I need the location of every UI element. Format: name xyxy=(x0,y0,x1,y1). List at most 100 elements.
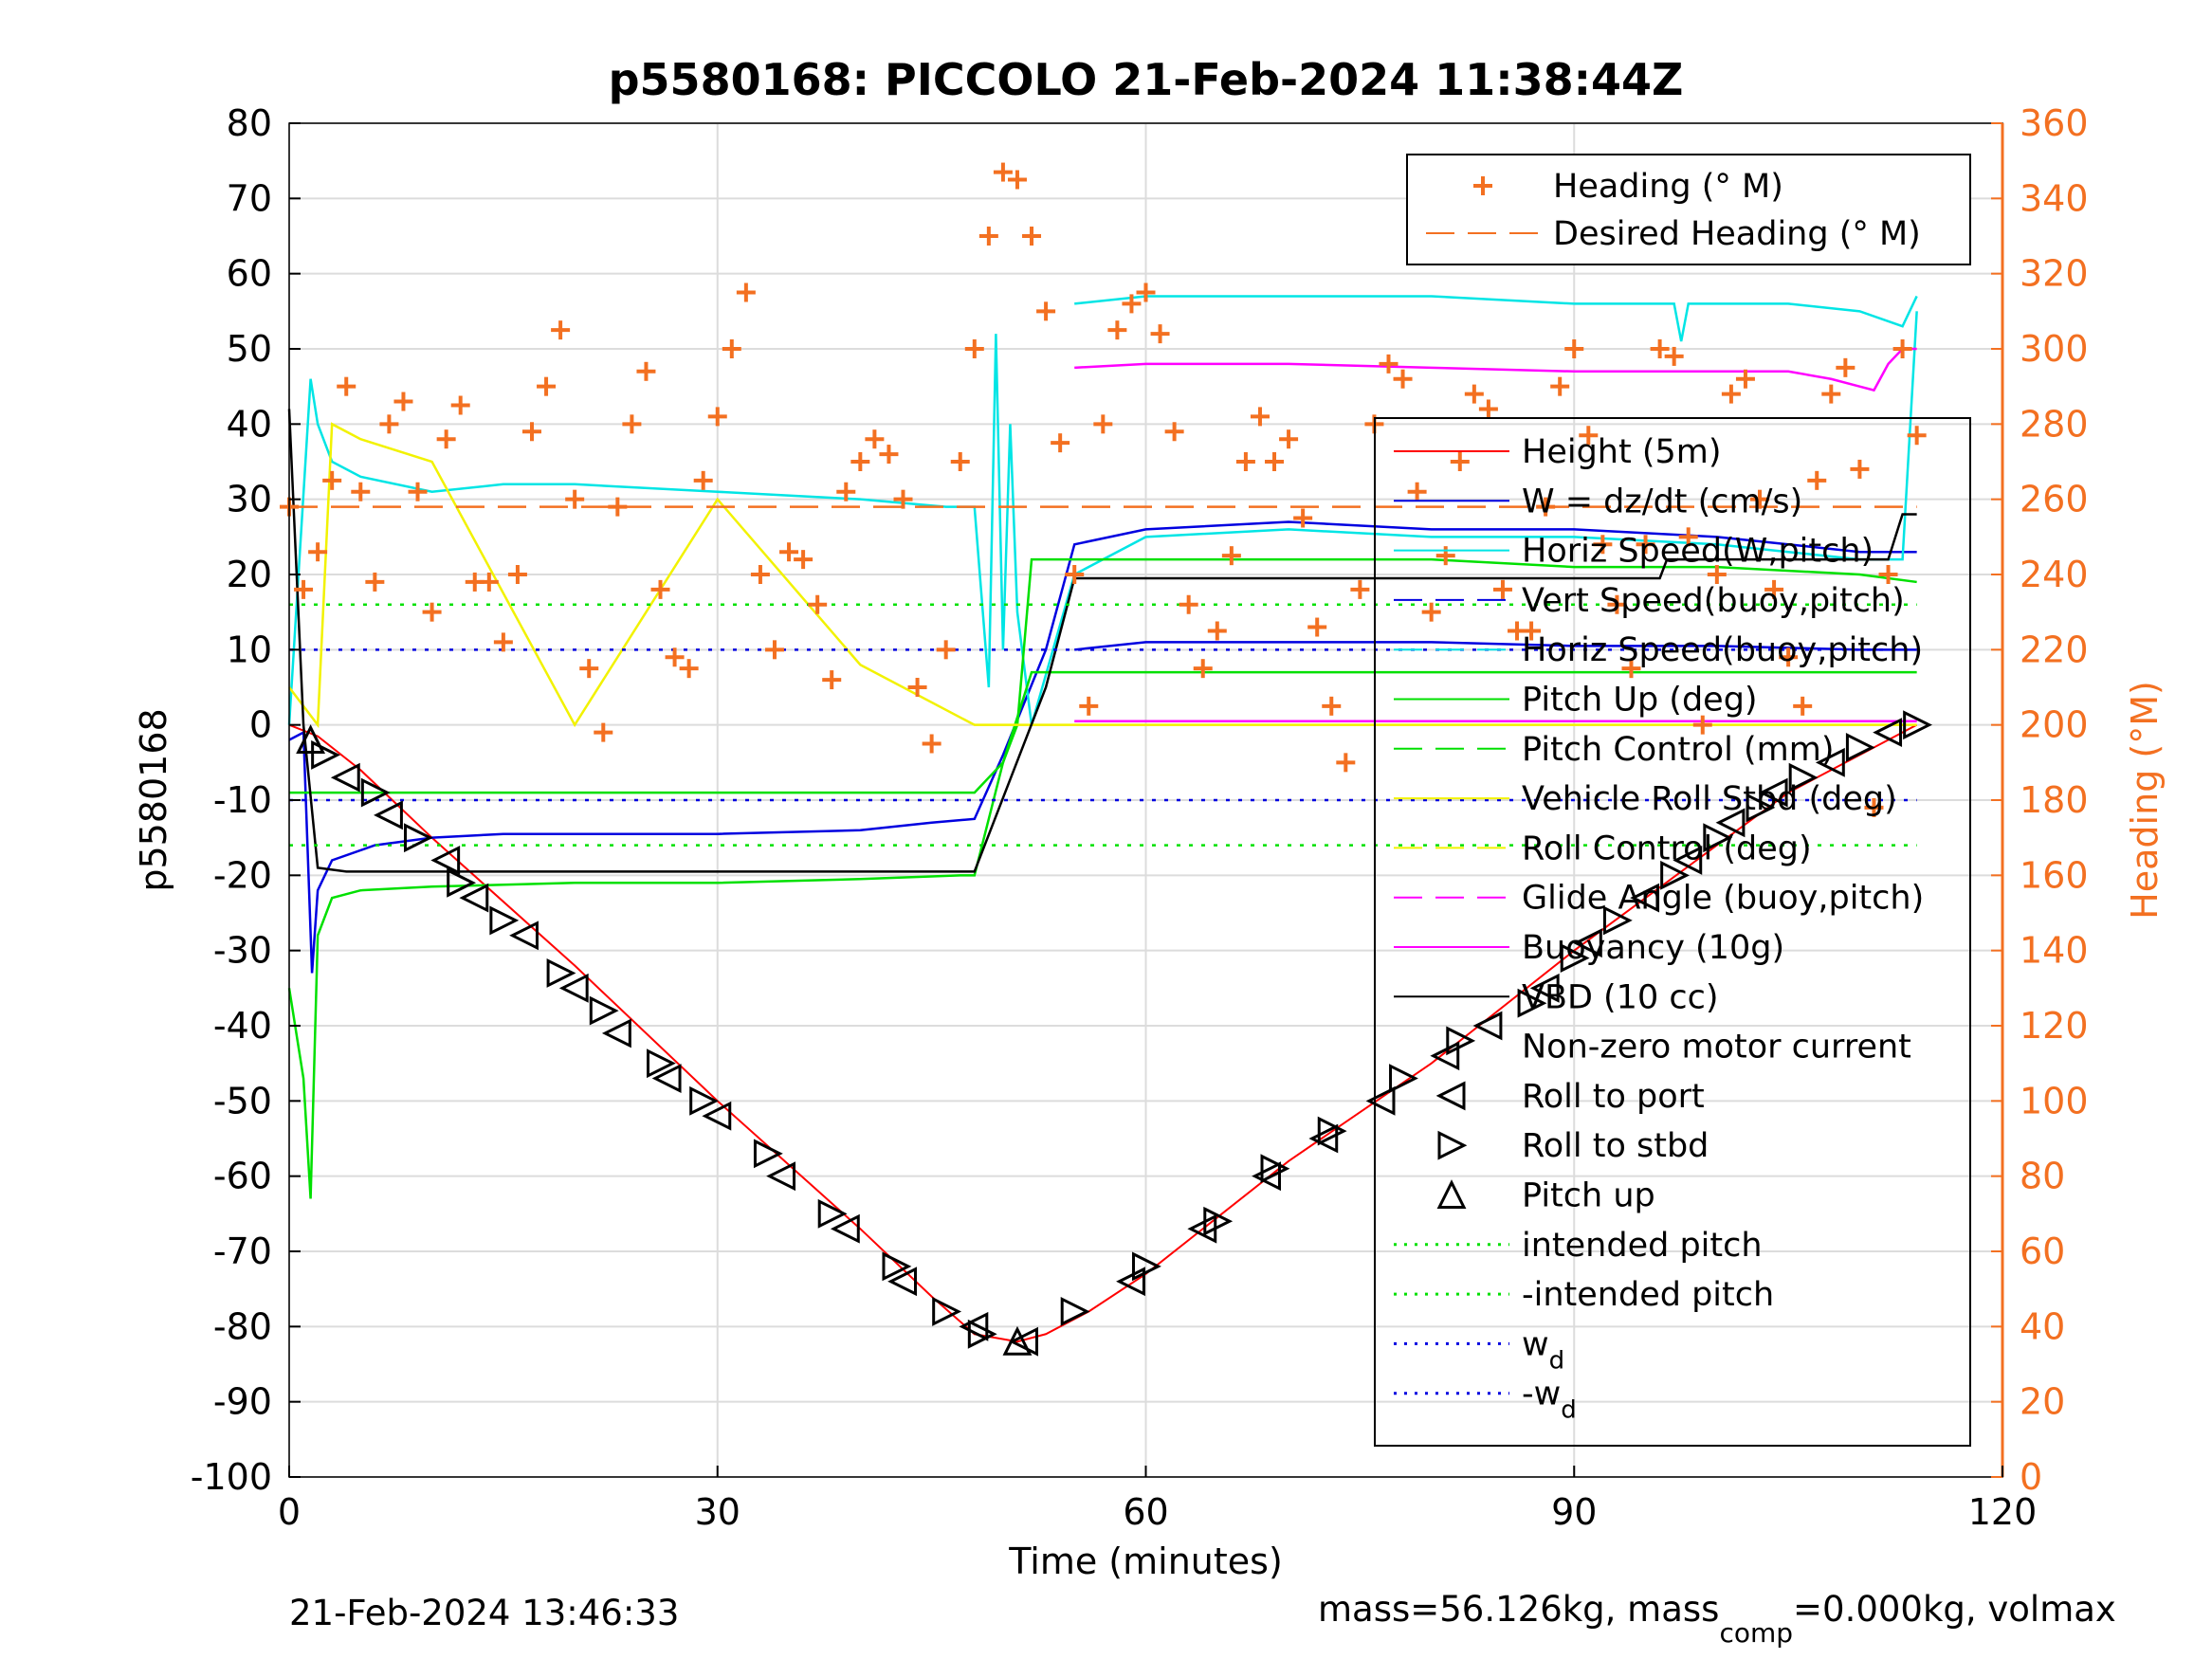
heading-point xyxy=(1464,384,1484,404)
heading-point xyxy=(393,392,413,411)
y-tick-label: -40 xyxy=(213,1005,272,1047)
y-tick-label: 80 xyxy=(227,102,272,144)
roll-marker-right xyxy=(1260,1154,1290,1184)
roll-marker-left xyxy=(1873,718,1903,748)
roll-marker-left xyxy=(702,1101,732,1131)
footer-mass-a: mass=56.126kg, mass xyxy=(1318,1589,1719,1630)
y-right-tick-label: 300 xyxy=(2020,328,2089,370)
heading-point xyxy=(693,470,713,490)
heading-point xyxy=(351,482,371,501)
y-right-tick-label: 160 xyxy=(2020,854,2089,896)
legend-main-label: Height (5m) xyxy=(1522,433,1722,471)
roll-marker-right xyxy=(1845,733,1875,762)
heading-point xyxy=(936,640,956,660)
heading-point xyxy=(1051,433,1070,453)
heading-point xyxy=(808,594,828,614)
roll-marker-left xyxy=(558,973,589,1003)
heading-point xyxy=(822,670,842,690)
y-tick-label: 10 xyxy=(227,629,272,670)
legend-triangle-icon xyxy=(1435,1081,1466,1111)
heading-point xyxy=(879,445,899,465)
y-tick-label: 20 xyxy=(227,554,272,595)
heading-point xyxy=(1707,565,1727,584)
heading-point xyxy=(1807,470,1827,490)
roll-marker-right xyxy=(1203,1206,1234,1236)
heading-point xyxy=(507,565,527,584)
heading-point xyxy=(1892,339,1912,358)
legend-main-label: Vert Speed(buoy,pitch) xyxy=(1522,582,1905,620)
y-tick-label: 0 xyxy=(249,704,272,746)
legend-main-label: -wd xyxy=(1522,1376,1577,1425)
heading-point xyxy=(1478,399,1498,419)
y-tick-label: -90 xyxy=(213,1381,272,1423)
heading-point xyxy=(1878,565,1898,584)
footer-timestamp: 21-Feb-2024 13:46:33 xyxy=(289,1593,679,1633)
roll-marker-right xyxy=(1746,793,1776,823)
heading-point xyxy=(479,572,499,592)
y-tick-label: -60 xyxy=(213,1156,272,1197)
heading-point xyxy=(1193,659,1213,679)
heading-point xyxy=(1564,339,1584,358)
roll-marker-right xyxy=(1060,1297,1090,1326)
roll-marker-right xyxy=(447,867,477,898)
roll-marker-right xyxy=(1703,823,1733,853)
heading-point xyxy=(1007,170,1027,190)
roll-marker-left xyxy=(1572,928,1602,958)
heading-point xyxy=(1664,346,1684,366)
roll-marker-right xyxy=(360,777,391,808)
footer-mass: mass=56.126kg, masscomp=0.000kg, volmax xyxy=(1318,1589,2116,1649)
roll-marker-right xyxy=(817,1198,848,1229)
x-tick-label: 30 xyxy=(695,1491,740,1533)
heading-point xyxy=(450,395,470,415)
roll-marker-left xyxy=(1252,1161,1281,1192)
heading-point xyxy=(1122,294,1142,314)
y-right-tick-label: 200 xyxy=(2020,704,2089,746)
heading-point xyxy=(750,565,770,584)
heading-point xyxy=(665,647,685,667)
heading-point xyxy=(337,376,356,396)
roll-marker-left xyxy=(1472,1011,1503,1041)
y-tick-label: -70 xyxy=(213,1231,272,1272)
roll-marker-left xyxy=(959,1311,989,1341)
heading-point xyxy=(722,339,741,358)
legend-main-item: Pitch up xyxy=(1436,1177,1655,1215)
y-right-tick-label: 180 xyxy=(2020,779,2089,821)
x-tick-label: 0 xyxy=(278,1491,301,1533)
heading-point xyxy=(521,422,541,442)
roll-marker-right xyxy=(1317,1116,1347,1146)
y-tick-label: -100 xyxy=(191,1456,272,1498)
legend-main-item: Pitch Control (mm) xyxy=(1394,731,1834,769)
roll-marker-right xyxy=(546,958,576,988)
y-tick-label: 60 xyxy=(227,253,272,295)
legend-main-item: Vehicle Roll Stbd (deg) xyxy=(1394,780,1897,818)
x-axis-label: Time (minutes) xyxy=(1008,1540,1283,1582)
heading-point xyxy=(1322,696,1342,716)
heading-point xyxy=(1421,602,1441,622)
legend-main-label: Roll to port xyxy=(1522,1078,1705,1116)
heading-point xyxy=(794,550,814,570)
legend-subscript: d xyxy=(1561,1396,1577,1425)
roll-marker-left xyxy=(1116,1267,1145,1297)
heading-point xyxy=(1636,535,1655,555)
roll-marker-left xyxy=(1529,973,1560,1003)
legend-subscript: d xyxy=(1549,1346,1565,1375)
legend-main-label: Roll to stbd xyxy=(1522,1127,1709,1165)
legend-main-item: W = dz/dt (cm/s) xyxy=(1394,483,1802,520)
legend-main-item: -wd xyxy=(1394,1376,1577,1425)
heading-point xyxy=(1735,369,1755,389)
legend-main-item: Glide Angle (buoy,pitch) xyxy=(1394,880,1924,918)
y-tick-label: -20 xyxy=(213,854,272,896)
legend-main-item: Height (5m) xyxy=(1394,433,1722,471)
y-right-tick-label: 0 xyxy=(2020,1456,2042,1498)
x-axis-ticks: 0 30 60 90 120 xyxy=(278,1466,2037,1533)
roll-marker-left xyxy=(330,762,360,793)
heading-point xyxy=(1164,422,1184,442)
heading-point xyxy=(1065,565,1085,584)
heading-point xyxy=(1450,452,1470,471)
heading-point xyxy=(865,429,885,449)
series-left xyxy=(287,295,1918,1343)
x-tick-label: 60 xyxy=(1123,1491,1168,1533)
roll-marker-left xyxy=(830,1213,860,1244)
roll-marker-right xyxy=(1788,762,1819,793)
legend-heading-item: Desired Heading (° M) xyxy=(1426,215,1921,253)
